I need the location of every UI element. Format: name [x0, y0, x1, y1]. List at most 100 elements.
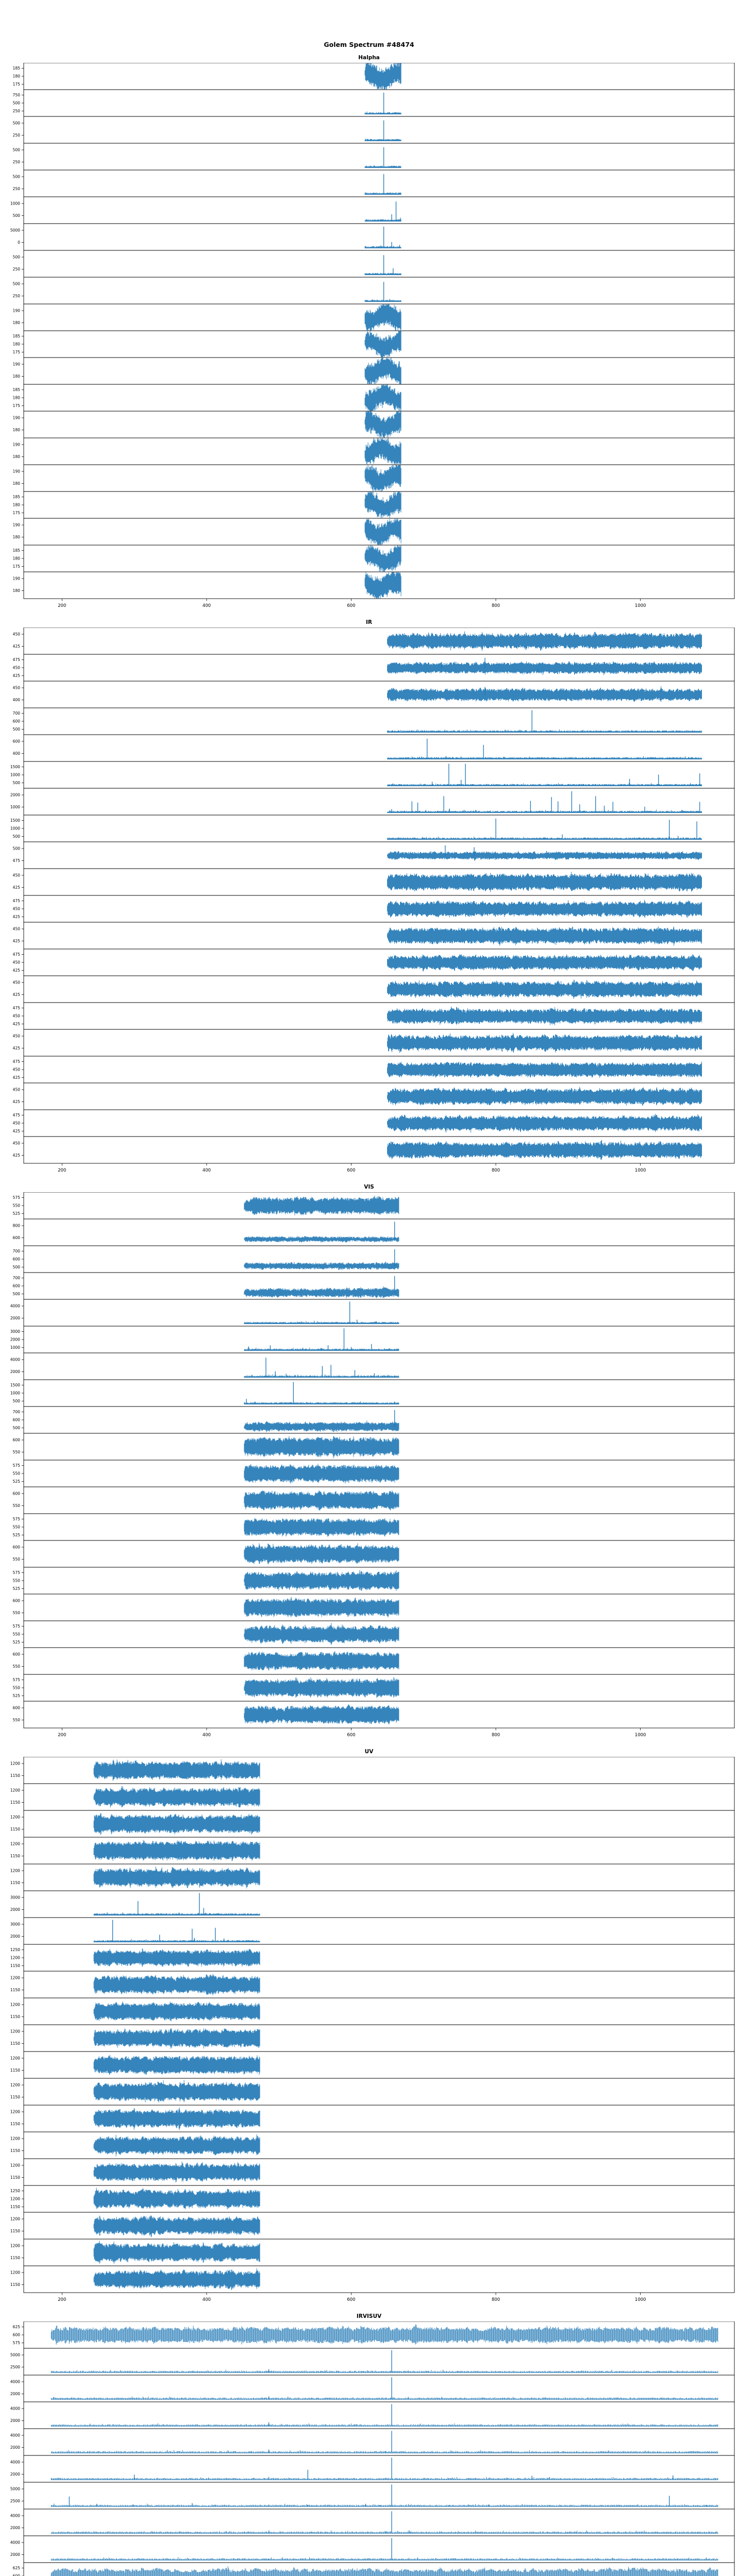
- x-tick-label: 800: [492, 1733, 500, 1738]
- y-tick-label: 1250: [10, 1947, 20, 1952]
- spectrum-trace: [51, 2503, 718, 2507]
- y-tick-label: 625: [13, 2325, 21, 2329]
- y-tick-label: 450: [13, 1121, 21, 1126]
- spectrum-trace: [244, 1464, 399, 1484]
- strip-frame: [23, 250, 735, 278]
- y-tick-label: 425: [13, 1099, 21, 1104]
- y-tick-label: 425: [13, 1129, 21, 1133]
- y-tick-label: 1200: [10, 1788, 20, 1793]
- spectrum-trace: [364, 192, 401, 195]
- y-tick-label: 550: [13, 1557, 21, 1562]
- y-tick-label: 190: [13, 523, 21, 528]
- y-tick-label: 1150: [10, 1800, 20, 1805]
- y-tick-label: 2000: [10, 1316, 20, 1320]
- panel-plot-vis: 575 550 525 800 600 700 600 500 700 600 500 4000 200…: [10, 1192, 735, 1738]
- y-tick-label: 1200: [10, 2110, 20, 2114]
- y-tick-label: 1200: [10, 2217, 20, 2222]
- y-tick-label: 600: [13, 2333, 21, 2337]
- spectrum-trace: [364, 304, 401, 331]
- spectral-line-spikes: [391, 791, 700, 812]
- spectrum-trace: [387, 979, 702, 999]
- y-tick-label: 450: [13, 686, 21, 690]
- y-tick-label: 1200: [10, 2029, 20, 2034]
- y-tick-label: 600: [13, 1545, 21, 1550]
- spectrum-trace: [387, 686, 702, 702]
- y-tick-label: 525: [13, 1640, 21, 1645]
- spectrum-trace: [93, 2241, 260, 2264]
- y-tick-label: 500: [13, 727, 21, 732]
- spectrum-trace: [93, 2001, 260, 2022]
- spectrum-trace: [364, 438, 401, 465]
- spectrum-trace: [364, 331, 401, 358]
- spectrum-trace: [51, 2423, 718, 2427]
- y-tick-label: 600: [13, 739, 21, 744]
- y-tick-label: 700: [13, 1276, 21, 1280]
- y-tick-label: 2000: [10, 2472, 20, 2477]
- y-tick-label: 190: [13, 362, 21, 367]
- y-tick-label: 1200: [10, 2163, 20, 2168]
- y-tick-label: 185: [13, 66, 21, 71]
- y-tick-label: 525: [13, 1479, 21, 1484]
- y-tick-label: 450: [13, 980, 21, 985]
- y-tick-label: 2000: [10, 2392, 20, 2396]
- spectrum-trace: [244, 1374, 399, 1378]
- y-tick-label: 2000: [10, 2552, 20, 2557]
- y-tick-label: 1500: [10, 1383, 20, 1387]
- y-tick-label: 425: [13, 914, 21, 919]
- y-tick-label: 1000: [10, 773, 20, 777]
- spectral-line-spikes: [112, 1920, 229, 1942]
- y-tick-label: 425: [13, 992, 21, 997]
- spectrum-trace: [51, 2477, 718, 2480]
- y-tick-label: 550: [13, 1718, 21, 1722]
- spectrum-trace: [244, 1286, 399, 1298]
- spectral-line-spikes: [265, 1358, 395, 1377]
- y-tick-label: 450: [13, 960, 21, 965]
- y-tick-label: 500: [13, 175, 21, 179]
- y-tick-label: 500: [13, 1292, 21, 1296]
- y-tick-label: 600: [13, 1257, 21, 1262]
- y-tick-label: 190: [13, 309, 21, 313]
- spectrum-trace: [387, 1140, 702, 1160]
- y-tick-label: 180: [13, 556, 21, 561]
- y-tick-label: 575: [13, 1195, 21, 1200]
- y-tick-label: 600: [13, 1235, 21, 1240]
- x-tick-label: 1000: [635, 2297, 646, 2302]
- spectrum-trace: [387, 926, 702, 946]
- y-tick-label: 3000: [10, 1329, 20, 1334]
- strip-frame: [23, 2535, 735, 2563]
- spectral-line-spikes: [268, 2350, 489, 2372]
- y-tick-label: 475: [13, 657, 21, 662]
- x-tick-label: 1000: [635, 603, 646, 608]
- y-tick-label: 500: [13, 1265, 21, 1269]
- y-tick-label: 2000: [10, 1907, 20, 1912]
- panel-title-ir: IR: [366, 619, 372, 625]
- spectrum-trace: [387, 783, 702, 786]
- spectral-line-spikes: [381, 201, 401, 221]
- y-tick-label: 190: [13, 469, 21, 474]
- x-tick-label: 600: [347, 1733, 355, 1738]
- spectral-line-spikes: [445, 845, 475, 856]
- x-tick-label: 200: [58, 603, 66, 608]
- spectrum-trace: [93, 2161, 260, 2183]
- y-tick-label: 525: [13, 1533, 21, 1537]
- spectrum-trace: [93, 2188, 260, 2210]
- spectral-line-spikes: [248, 1328, 395, 1350]
- y-tick-label: 180: [13, 74, 21, 79]
- y-tick-label: 425: [13, 1153, 21, 1158]
- y-tick-label: 1000: [10, 826, 20, 831]
- spectrum-trace: [93, 1948, 260, 1967]
- y-tick-label: 175: [13, 511, 21, 515]
- y-tick-label: 2000: [10, 1337, 20, 1342]
- y-tick-label: 450: [13, 632, 21, 637]
- y-tick-label: 1150: [10, 1880, 20, 1885]
- strip-frame: [23, 170, 735, 197]
- y-tick-label: 175: [13, 82, 21, 87]
- y-tick-label: 4000: [10, 2433, 20, 2438]
- y-tick-label: 1150: [10, 2256, 20, 2260]
- spectrum-trace: [244, 1320, 399, 1324]
- spectrum-trace: [364, 298, 401, 302]
- spectrum-trace: [387, 1032, 702, 1053]
- y-tick-label: 550: [13, 1579, 21, 1583]
- x-tick-label: 1000: [635, 1168, 646, 1173]
- spectral-line-spikes: [99, 1893, 210, 1915]
